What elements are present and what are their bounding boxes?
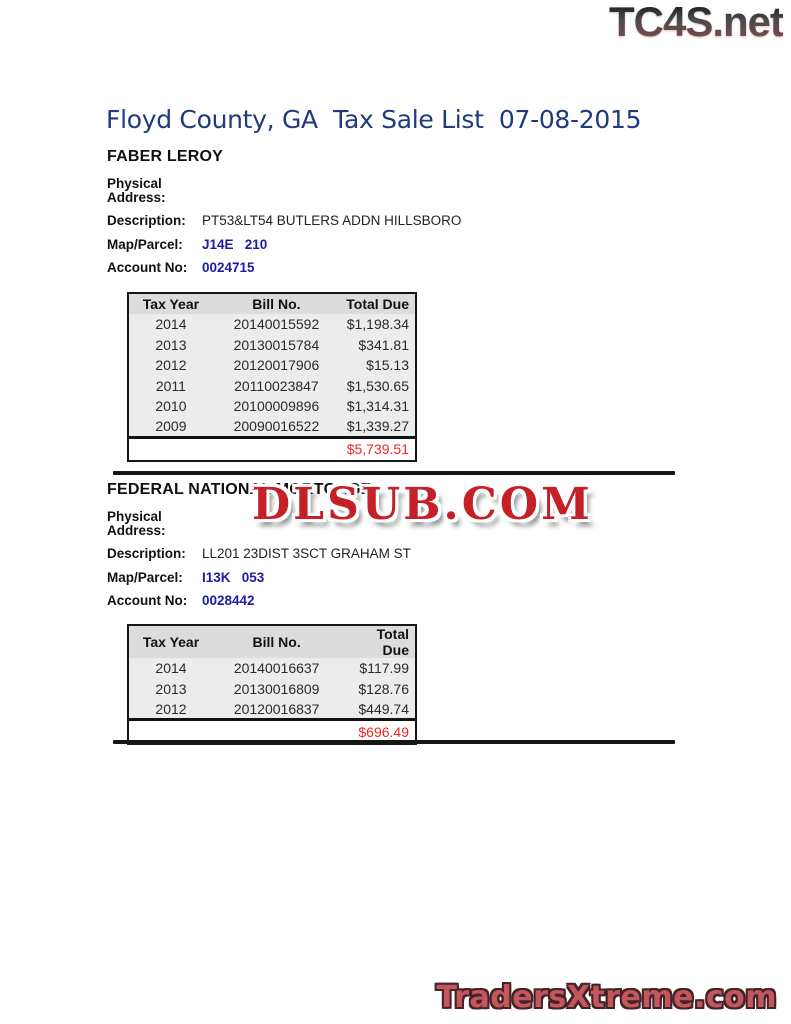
cell-bill-no: 20130015784 [233, 336, 320, 353]
cell-total-due: $341.81 [358, 336, 409, 353]
cell-total-due: $1,339.27 [346, 418, 409, 434]
total-spacer [128, 435, 213, 461]
cell-tax-year: 2012 [155, 357, 187, 374]
description-label: Description: [107, 213, 186, 228]
header-bill-no: Bill No. [213, 625, 341, 658]
header-total-due: Total Due [340, 625, 416, 658]
cell-tax-year: 2012 [155, 700, 187, 717]
section-divider [113, 471, 675, 475]
map-parcel-label: Map/Parcel: [107, 569, 183, 585]
total-spacer [212, 435, 340, 461]
cell-bill-no: 20140016637 [233, 660, 320, 677]
cell-tax-year: 2009 [155, 418, 187, 434]
cell-total-due: $1,314.31 [346, 398, 409, 415]
page-title: Floyd County, GA Tax Sale List 07-08-201… [106, 105, 642, 134]
table-row: 2014 20140016637 $117.99 [128, 658, 416, 679]
map-parcel-label: Map/Parcel: [107, 236, 183, 252]
tc4s-watermark-logo: TC4S.net [608, 0, 784, 45]
cell-bill-no: 20090016522 [233, 418, 320, 434]
account-no-value: 0028442 [202, 593, 255, 608]
cell-tax-year: 2011 [155, 377, 186, 394]
table-row: 2011 20110023847 $1,530.65 [128, 376, 416, 397]
table-row: 2012 20120016837 $449.74 [128, 699, 416, 720]
cell-total-due: $1,198.34 [346, 316, 409, 333]
table-header-row: Tax Year Bill No. Total Due [128, 293, 416, 314]
cell-tax-year: 2014 [155, 660, 187, 677]
description-value: PT53&LT54 BUTLERS ADDN HILLSBORO [202, 213, 462, 228]
cell-tax-year: 2013 [155, 336, 187, 353]
table-row: 2010 20100009896 $1,314.31 [128, 396, 416, 417]
grand-total-value: $696.49 [340, 718, 416, 744]
description-row: Description: PT53&LT54 BUTLERS ADDN HILL… [107, 214, 587, 228]
map-parcel-value: J14E 210 [202, 236, 268, 252]
table-header-row: Tax Year Bill No. Total Due [128, 625, 416, 658]
cell-bill-no: 20110023847 [234, 377, 319, 394]
account-no-label: Account No: [107, 593, 188, 608]
cell-tax-year: 2014 [155, 316, 187, 333]
cell-bill-no: 20130016809 [233, 680, 320, 697]
account-no-row: Account No: 0028442 [107, 594, 587, 608]
physical-address-row: Physical Address: [107, 510, 587, 537]
map-parcel-row: Map/Parcel: I13K 053 [107, 569, 587, 585]
physical-address-row: Physical Address: [107, 177, 587, 204]
tax-table-1: Tax Year Bill No. Total Due 2014 2014001… [127, 292, 417, 462]
listing-section-federal-national-mortgage: FEDERAL NATIONAL MORTGAGE Physical Addre… [107, 481, 587, 618]
account-no-label: Account No: [107, 260, 188, 275]
dlsub-watermark: DLSUB.COM [252, 479, 593, 530]
total-spacer [128, 718, 213, 744]
tradersxtreme-watermark: TradersXtreme.com [436, 980, 777, 1015]
header-bill-no: Bill No. [212, 293, 340, 314]
cell-total-due: $449.74 [358, 700, 409, 717]
physical-address-label: Physical Address: [107, 176, 166, 205]
account-no-row: Account No: 0024715 [107, 261, 587, 275]
description-value: LL201 23DIST 3SCT GRAHAM ST [202, 546, 411, 561]
table-row: 2014 20140015592 $1,198.34 [128, 314, 416, 335]
map-parcel-row: Map/Parcel: J14E 210 [107, 236, 587, 252]
cell-bill-no: 20140015592 [233, 316, 320, 333]
header-tax-year: Tax Year [128, 293, 213, 314]
cell-bill-no: 20100009896 [233, 398, 320, 415]
table-total-row: $696.49 [128, 718, 416, 744]
description-label: Description: [107, 546, 186, 561]
description-row: Description: LL201 23DIST 3SCT GRAHAM ST [107, 547, 587, 561]
cell-total-due: $117.99 [359, 660, 409, 677]
table-row: 2013 20130016809 $128.76 [128, 679, 416, 700]
cell-tax-year: 2010 [155, 398, 187, 415]
owner-name: FEDERAL NATIONAL MORTGAGE [107, 481, 372, 498]
table-row: 2009 20090016522 $1,339.27 [128, 417, 416, 438]
cell-bill-no: 20120017906 [233, 357, 320, 374]
grand-total-value: $5,739.51 [340, 435, 416, 461]
tax-table-2: Tax Year Bill No. Total Due 2014 2014001… [127, 624, 417, 745]
cell-total-due: $15.13 [366, 357, 409, 374]
listing-section-faber-leroy: FABER LEROY Physical Address: Descriptio… [107, 148, 587, 285]
table-row: 2013 20130015784 $341.81 [128, 335, 416, 356]
cell-total-due: $1,530.65 [346, 377, 409, 394]
header-tax-year: Tax Year [128, 625, 213, 658]
account-no-value: 0024715 [202, 260, 255, 275]
table-total-row: $5,739.51 [128, 435, 416, 461]
physical-address-label: Physical Address: [107, 509, 166, 538]
cell-total-due: $128.76 [358, 680, 409, 697]
map-parcel-value: I13K 053 [202, 569, 265, 585]
total-spacer [213, 718, 341, 744]
section-divider [113, 740, 675, 744]
header-total-due: Total Due [340, 293, 416, 314]
cell-bill-no: 20120016837 [233, 700, 320, 717]
cell-tax-year: 2013 [155, 680, 187, 697]
table-row: 2012 20120017906 $15.13 [128, 355, 416, 376]
owner-name: FABER LEROY [107, 148, 223, 165]
